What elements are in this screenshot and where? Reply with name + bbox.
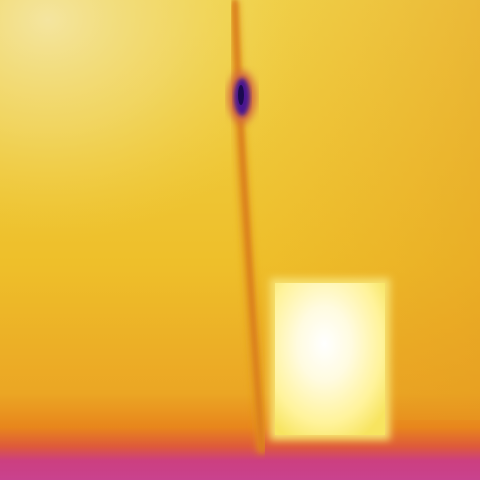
cold-spot-core bbox=[238, 85, 244, 105]
hot-panel bbox=[275, 283, 385, 435]
seam-line bbox=[233, 0, 264, 453]
